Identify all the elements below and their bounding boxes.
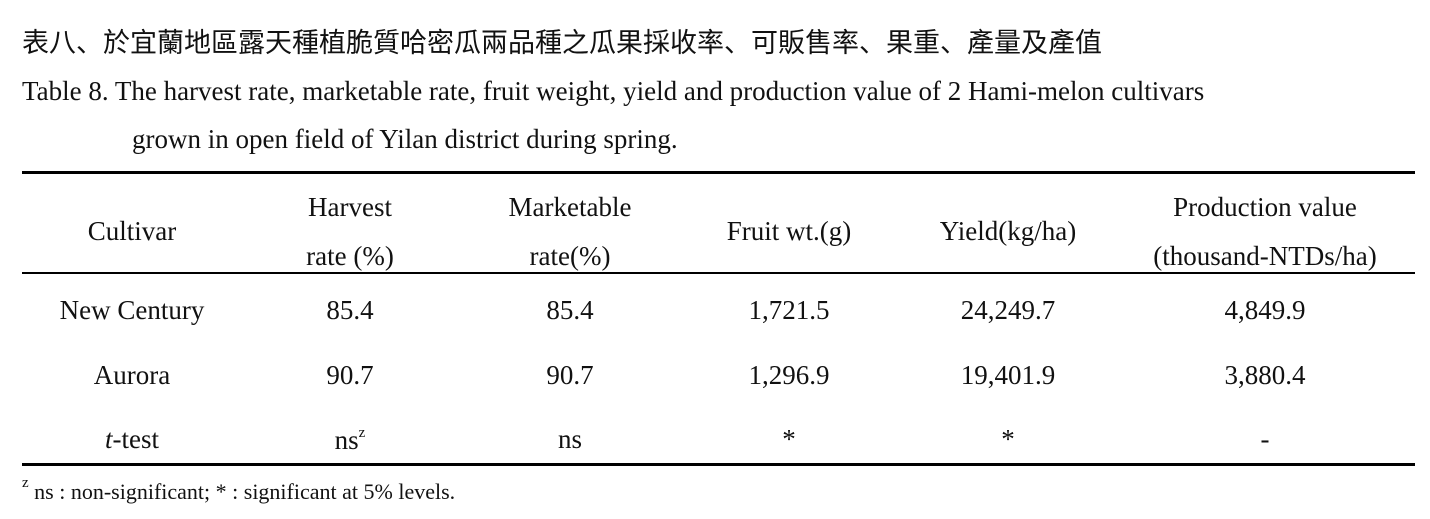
- ttest-italic: t: [104, 424, 113, 454]
- cell: New Century: [59, 295, 205, 325]
- header-cell: (thousand-NTDs/ha): [1153, 241, 1377, 271]
- footnote-text: ns : non-significant; * : significant at…: [28, 479, 456, 504]
- caption-en: grown in open field of Yilan district du…: [132, 124, 678, 154]
- header-cell: Harvest: [308, 192, 392, 222]
- caption-zh: 表八、於宜蘭地區露天種植脆質哈密瓜兩品種之瓜果採收率、可販售率、果重、產量及產值: [22, 28, 1102, 58]
- cell: 85.4: [546, 295, 594, 325]
- ttest-rest: -test: [112, 424, 160, 454]
- footnote: z ns : non-significant; * : significant …: [22, 476, 455, 503]
- cell: nsz: [335, 426, 366, 454]
- header-cell: Marketable: [508, 192, 632, 222]
- cell: 24,249.7: [960, 295, 1056, 325]
- cell: ns: [557, 424, 583, 454]
- ttest-label: t-test: [105, 426, 159, 453]
- header-cell: Fruit wt.(g): [726, 216, 852, 246]
- footnote-mark: z: [22, 475, 29, 491]
- cell: *: [1001, 424, 1015, 454]
- cell: 1,296.9: [748, 360, 830, 390]
- cell-sup: z: [358, 425, 366, 441]
- header-cell: Yield(kg/ha): [939, 216, 1077, 246]
- cell: 90.7: [546, 360, 594, 390]
- cell: 1,721.5: [748, 295, 830, 325]
- header-cell: rate (%): [306, 241, 394, 271]
- cell: *: [782, 424, 796, 454]
- cell: Aurora: [93, 360, 171, 390]
- bottom-rule: [22, 463, 1415, 466]
- cell: 3,880.4: [1224, 360, 1306, 390]
- cell-text: ns: [334, 425, 359, 455]
- cell: 19,401.9: [960, 360, 1056, 390]
- caption-en: Table 8. The harvest rate, marketable ra…: [22, 76, 1205, 106]
- header-rule: [22, 272, 1415, 274]
- cell: -: [1260, 424, 1270, 454]
- header-cell: Production value: [1173, 192, 1357, 222]
- cell: 90.7: [326, 360, 374, 390]
- top-rule: [22, 171, 1415, 174]
- cell: 4,849.9: [1224, 295, 1306, 325]
- cell: 85.4: [326, 295, 374, 325]
- header-cell: Cultivar: [87, 216, 177, 246]
- header-cell: rate(%): [529, 241, 611, 271]
